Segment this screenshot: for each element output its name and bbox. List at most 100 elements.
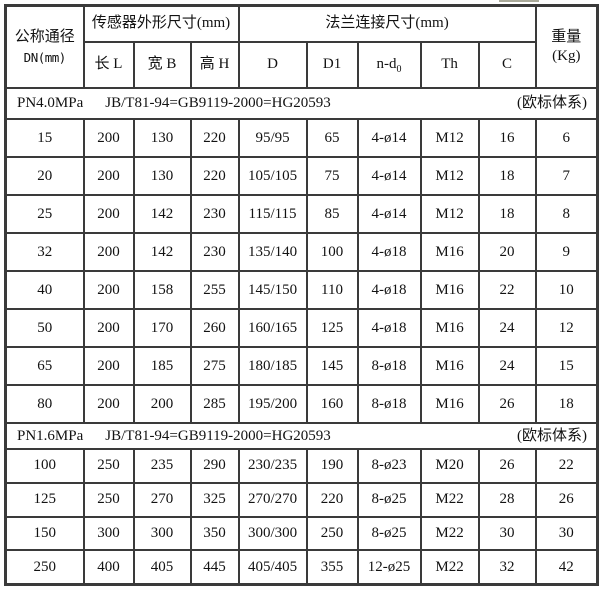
cell-length-l: 250 — [82, 447, 135, 484]
header-width-b: 宽 B — [132, 40, 192, 89]
cell-height-h: 275 — [189, 346, 240, 387]
cell-flange-d1: 250 — [305, 515, 359, 552]
cell-length-l: 200 — [82, 118, 135, 159]
cell-dn: 65 — [4, 346, 85, 387]
cell-height-h: 220 — [189, 156, 240, 197]
cell-width-b: 270 — [132, 481, 192, 518]
cell-flange-c: 32 — [477, 549, 537, 586]
cell-flange-n-d0: 8-ø25 — [356, 481, 422, 518]
cell-width-b: 170 — [132, 308, 192, 349]
cell-flange-th: M12 — [419, 194, 480, 235]
spec-data-row: 100 250 235 290 230/235 190 8-ø23 M20 26 22 — [4, 447, 599, 484]
cell-flange-c: 26 — [477, 384, 537, 425]
cell-weight: 22 — [534, 447, 599, 484]
header-flange-n-d0: n-d0 — [356, 40, 422, 89]
cell-dn: 250 — [4, 549, 85, 586]
header-nominal-diameter: 公称通径 DN(mm) — [4, 4, 85, 89]
cell-height-h: 260 — [189, 308, 240, 349]
cell-flange-d: 160/165 — [237, 308, 308, 349]
n-d0-subscript: 0 — [396, 64, 402, 76]
cell-flange-n-d0: 4-ø18 — [356, 308, 422, 349]
pressure-section-cell: PN1.6MPa JB/T81-94=GB9119-2000=HG20593 (欧标… — [4, 422, 599, 450]
cell-dn: 15 — [4, 118, 85, 159]
cell-dn: 100 — [4, 447, 85, 484]
header-flange-d1: D1 — [305, 40, 359, 89]
cell-dn: 150 — [4, 515, 85, 552]
pressure-section-row: PN1.6MPa JB/T81-94=GB9119-2000=HG20593 (欧标… — [4, 422, 599, 450]
cell-flange-c: 26 — [477, 447, 537, 484]
header-weight-line2: (Kg) — [552, 47, 581, 64]
header-flange-dimensions-group: 法兰连接尺寸(mm) — [237, 4, 537, 43]
cell-width-b: 158 — [132, 270, 192, 311]
cell-height-h: 285 — [189, 384, 240, 425]
cell-dn: 125 — [4, 481, 85, 518]
cell-flange-d1: 110 — [305, 270, 359, 311]
spec-data-row: 250 400 405 445 405/405 355 12-ø25 M22 32 42 — [4, 549, 599, 586]
cell-flange-d: 405/405 — [237, 549, 308, 586]
cell-height-h: 445 — [189, 549, 240, 586]
cell-height-h: 290 — [189, 447, 240, 484]
cell-flange-d1: 145 — [305, 346, 359, 387]
cell-weight: 42 — [534, 549, 599, 586]
cell-flange-d: 230/235 — [237, 447, 308, 484]
pressure-section-row: PN4.0MPa JB/T81-94=GB9119-2000=HG20593 (欧标… — [4, 86, 599, 121]
cell-flange-d1: 355 — [305, 549, 359, 586]
header-nominal-diameter-line1: 公称通径 — [14, 28, 75, 45]
cell-weight: 10 — [534, 270, 599, 311]
cell-flange-d1: 220 — [305, 481, 359, 518]
spec-data-row: 65 200 185 275 180/185 145 8-ø18 M16 24 15 — [4, 346, 599, 387]
cell-flange-d1: 100 — [305, 232, 359, 273]
cell-dn: 20 — [4, 156, 85, 197]
cell-weight: 15 — [534, 346, 599, 387]
cell-weight: 18 — [534, 384, 599, 425]
cell-dn: 32 — [4, 232, 85, 273]
header-nominal-diameter-line2: DN(mm) — [23, 50, 67, 66]
cell-height-h: 255 — [189, 270, 240, 311]
cell-width-b: 235 — [132, 447, 192, 484]
cell-flange-th: M16 — [419, 232, 480, 273]
cell-flange-c: 22 — [477, 270, 537, 311]
cell-length-l: 200 — [82, 384, 135, 425]
standard-codes: JB/T81-94=GB9119-2000=HG20593 — [105, 427, 331, 444]
cell-flange-th: M12 — [419, 118, 480, 159]
cell-height-h: 230 — [189, 232, 240, 273]
standard-codes: JB/T81-94=GB9119-2000=HG20593 — [105, 95, 331, 112]
cell-flange-n-d0: 8-ø18 — [356, 384, 422, 425]
cell-weight: 6 — [534, 118, 599, 159]
cell-length-l: 250 — [82, 481, 135, 518]
header-height-h: 高 H — [189, 40, 240, 89]
cell-flange-c: 18 — [477, 194, 537, 235]
cell-flange-d: 135/140 — [237, 232, 308, 273]
cell-flange-d1: 65 — [305, 118, 359, 159]
cell-dn: 50 — [4, 308, 85, 349]
cell-flange-n-d0: 4-ø14 — [356, 118, 422, 159]
cell-flange-th: M20 — [419, 447, 480, 484]
pressure-rating: PN4.0MPa — [17, 95, 84, 112]
cell-width-b: 185 — [132, 346, 192, 387]
cell-width-b: 142 — [132, 194, 192, 235]
cell-length-l: 200 — [82, 232, 135, 273]
cell-flange-n-d0: 8-ø23 — [356, 447, 422, 484]
cell-flange-c: 18 — [477, 156, 537, 197]
cell-weight: 9 — [534, 232, 599, 273]
cell-height-h: 220 — [189, 118, 240, 159]
cell-flange-n-d0: 8-ø25 — [356, 515, 422, 552]
cell-flange-th: M22 — [419, 481, 480, 518]
cell-dn: 40 — [4, 270, 85, 311]
cell-flange-th: M22 — [419, 515, 480, 552]
cell-flange-th: M12 — [419, 156, 480, 197]
cell-flange-d: 300/300 — [237, 515, 308, 552]
spec-data-row: 25 200 142 230 115/115 85 4-ø14 M12 18 8 — [4, 194, 599, 235]
cell-flange-d: 95/95 — [237, 118, 308, 159]
cell-width-b: 130 — [132, 118, 192, 159]
cell-flange-d1: 190 — [305, 447, 359, 484]
cell-width-b: 130 — [132, 156, 192, 197]
cell-flange-c: 16 — [477, 118, 537, 159]
cell-length-l: 400 — [82, 549, 135, 586]
cell-flange-th: M16 — [419, 384, 480, 425]
cell-flange-d: 115/115 — [237, 194, 308, 235]
cell-flange-d1: 125 — [305, 308, 359, 349]
cell-flange-c: 24 — [477, 346, 537, 387]
spec-data-row: 20 200 130 220 105/105 75 4-ø14 M12 18 7 — [4, 156, 599, 197]
